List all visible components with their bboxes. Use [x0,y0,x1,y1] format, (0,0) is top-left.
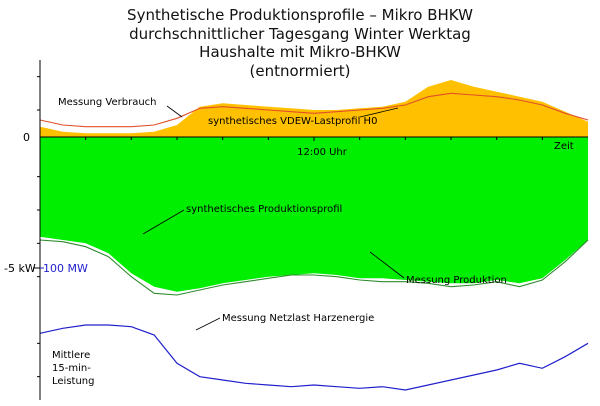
y-axis-label-line-3: Leistung [52,376,94,387]
x-minor-ticks [85,137,543,141]
y-axis-label-line-2: 15-min- [52,363,91,374]
leader-synthetic-production [142,209,185,235]
leader-measured-production [369,251,405,279]
title-line-3: Haushalte mit Mikro-BHKW [199,43,401,61]
leader-vdew [359,107,399,118]
title-line-1: Synthetische Produktionsprofile – Mikro … [127,6,473,24]
leader-verbrauch [166,105,183,118]
y-axis-label-line-1: Mittlere [52,350,90,361]
annotation-verbrauch: Messung Verbrauch [58,97,157,108]
y-tick-label-minus5: -5 kW [4,262,36,275]
axes [33,60,588,400]
x-tick-label-noon: 12:00 Uhr [297,147,348,158]
x-axis-label: Zeit [554,141,574,152]
y-secondary-tick-label: 100 MW [43,262,88,275]
annotation-vdew: synthetisches VDEW-Lastprofil H0 [208,116,377,127]
area-layer [40,80,588,292]
measured-consumption-line [39,92,589,128]
line-layer [39,92,589,391]
title-line-2: durchschnittlicher Tagesgang Winter Werk… [129,24,471,43]
annotation-measured-production: Messung Produktion [406,275,507,286]
measured-production-line [39,239,589,296]
y-minor-ticks [37,76,40,378]
synthetic-production-area [40,137,588,292]
annotation-synthetic-production: synthetisches Produktionsprofil [186,204,342,215]
measured-netzlast-line [39,324,589,391]
annotation-netzlast: Messung Netzlast Harzenergie [222,313,374,324]
y-tick-label-zero: 0 [23,131,30,144]
vdew-h0-area [40,80,588,137]
leader-netzlast [195,317,221,331]
title-line-4: (entnormiert) [249,61,351,80]
chart-title: Synthetische Produktionsprofile – Mikro … [60,6,540,80]
